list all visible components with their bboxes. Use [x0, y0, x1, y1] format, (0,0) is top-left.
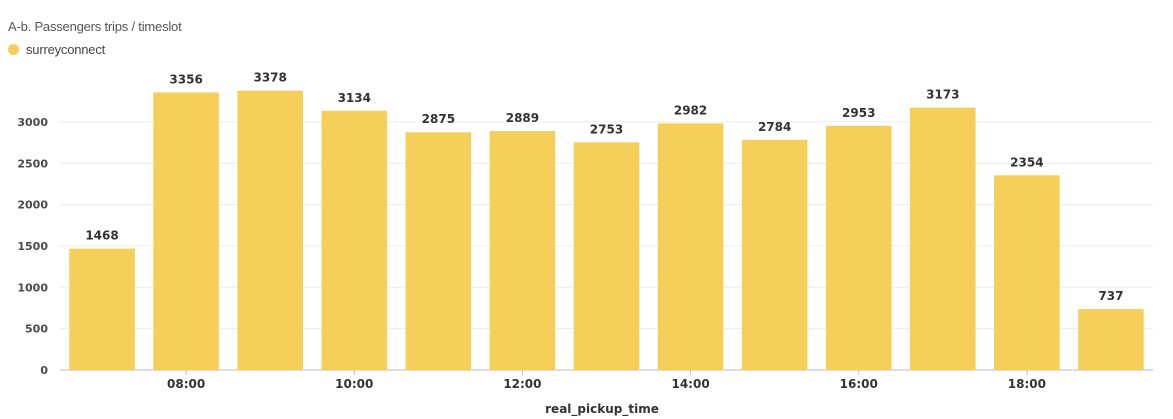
- bar-value-label: 2354: [1010, 155, 1043, 169]
- chart-title: A-b. Passengers trips / timeslot: [8, 19, 182, 34]
- y-tick-label: 0: [40, 364, 48, 377]
- bar[interactable]: [405, 132, 472, 370]
- bar[interactable]: [657, 123, 724, 370]
- y-tick-label: 1500: [17, 240, 48, 253]
- x-axis-label: real_pickup_time: [545, 402, 659, 417]
- bar-value-label: 2889: [506, 111, 539, 125]
- bar[interactable]: [741, 139, 808, 370]
- bar[interactable]: [825, 125, 892, 371]
- bar[interactable]: [153, 92, 219, 370]
- bar[interactable]: [573, 142, 640, 370]
- x-tick-label: 14:00: [671, 377, 709, 391]
- y-tick-label: 2000: [17, 199, 48, 212]
- legend-marker: [8, 44, 19, 55]
- x-tick-label: 10:00: [335, 377, 373, 391]
- bar-value-label: 2875: [422, 112, 455, 126]
- bar[interactable]: [69, 248, 135, 370]
- bar[interactable]: [321, 110, 388, 370]
- x-tick-label: 08:00: [167, 377, 205, 391]
- bar[interactable]: [910, 107, 976, 371]
- bar[interactable]: [237, 90, 303, 370]
- bar-value-label: 2753: [590, 122, 623, 136]
- x-tick-label: 16:00: [840, 377, 878, 391]
- bar-value-label: 3378: [253, 71, 286, 85]
- y-tick-label: 2500: [17, 157, 48, 170]
- legend-label: surreyconnect: [26, 42, 106, 57]
- bar-value-label: 3173: [926, 88, 959, 102]
- bars: [69, 90, 1144, 371]
- bar-value-label: 2784: [758, 120, 791, 134]
- bar-value-label: 1468: [85, 229, 118, 243]
- bar[interactable]: [489, 131, 556, 370]
- y-tick-label: 1000: [17, 281, 48, 294]
- bar-value-label: 3134: [338, 91, 371, 105]
- x-axis-ticks: 08:00 10:00 12:00 14:00 16:00 18:00: [167, 370, 1046, 391]
- x-tick-label: 12:00: [503, 377, 541, 391]
- legend[interactable]: surreyconnect: [8, 42, 105, 57]
- bar-value-label: 2982: [674, 103, 707, 117]
- bar-value-label: 737: [1098, 289, 1123, 303]
- bar-value-label: 2953: [842, 106, 875, 120]
- bar[interactable]: [994, 175, 1060, 370]
- bar-value-label: 3356: [169, 72, 202, 86]
- data-labels: 1468 3356 3378 3134 2875 2889 2753 2982 2784 2953…: [85, 71, 1123, 303]
- y-axis-ticks: 0 500 1000 1500 2000 2500 3000: [17, 116, 48, 377]
- y-tick-label: 500: [25, 323, 48, 336]
- bar[interactable]: [1078, 309, 1144, 370]
- x-tick-label: 18:00: [1008, 377, 1046, 391]
- y-tick-label: 3000: [17, 116, 48, 129]
